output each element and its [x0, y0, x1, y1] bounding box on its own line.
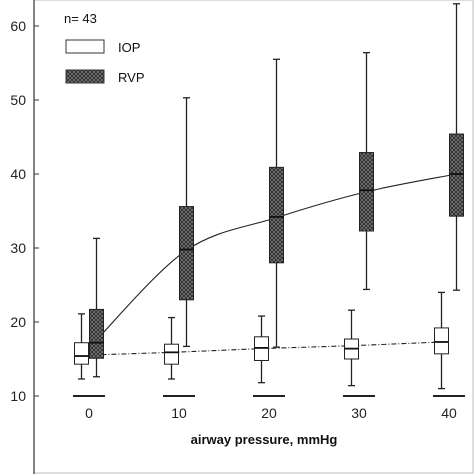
- box-iop: [164, 316, 179, 380]
- box-rvp: [269, 58, 284, 348]
- legend-label-rvp: RVP: [118, 70, 145, 85]
- box-body: [74, 342, 89, 365]
- box-body: [434, 327, 449, 355]
- box-iop: [74, 313, 89, 380]
- x-tick-label: 0: [85, 405, 93, 421]
- x-axis-title: airway pressure, mmHg: [191, 432, 338, 447]
- y-tick-label: 50: [10, 92, 26, 108]
- box-iop: [344, 309, 359, 387]
- box-body: [89, 308, 104, 359]
- y-tick-label: 20: [10, 314, 26, 330]
- box-body: [359, 152, 374, 232]
- box-rvp: [89, 237, 104, 378]
- y-tick-label: 30: [10, 240, 26, 256]
- box-plots: [74, 3, 464, 390]
- y-axis-ticks: 10 20 30 40 50 60: [10, 18, 39, 404]
- box-rvp: [179, 97, 194, 348]
- y-tick-label: 60: [10, 18, 26, 34]
- legend-swatch-iop: [65, 39, 105, 54]
- box-body: [269, 166, 284, 264]
- box-iop: [254, 315, 269, 384]
- box-iop: [434, 291, 449, 390]
- box-rvp: [449, 3, 464, 291]
- y-tick-label: 10: [10, 388, 26, 404]
- box-body: [164, 343, 179, 365]
- box-rvp: [359, 51, 374, 291]
- x-axis-tick-labels: 0 10 20 30 40: [85, 405, 457, 421]
- box-body: [179, 206, 194, 301]
- legend-swatch-rvp: [65, 69, 105, 84]
- legend-label-iop: IOP: [118, 40, 140, 55]
- x-tick-label: 20: [261, 405, 277, 421]
- x-tick-label: 40: [441, 405, 457, 421]
- legend: IOP RVP: [65, 39, 145, 85]
- box-body: [449, 133, 464, 217]
- sample-size-annotation: n= 43: [64, 11, 97, 26]
- x-tick-label: 10: [171, 405, 187, 421]
- y-tick-label: 40: [10, 166, 26, 182]
- x-tick-label: 30: [351, 405, 367, 421]
